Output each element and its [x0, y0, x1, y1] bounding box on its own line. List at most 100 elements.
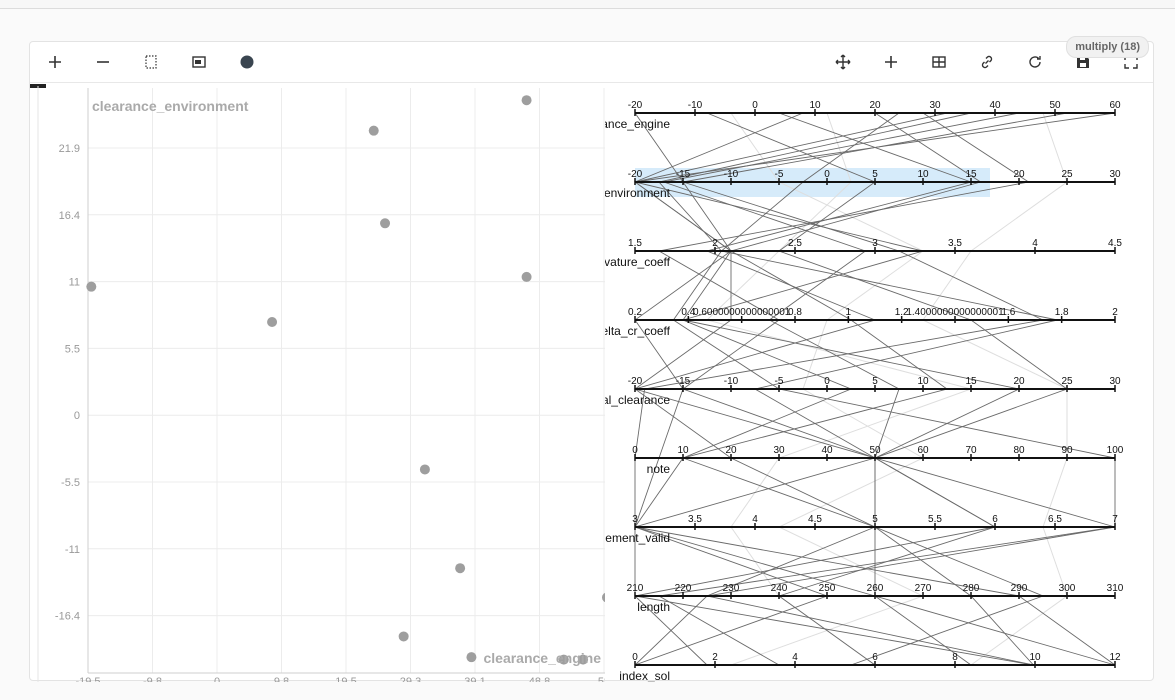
pc-tick-label: 240 [771, 583, 788, 594]
parallel-coordinates-plot[interactable]: -20-100102030405060clearance_engine-20-1… [605, 86, 1155, 682]
link-button[interactable] [975, 50, 999, 74]
plus-icon [885, 56, 897, 68]
plus-icon [49, 56, 61, 68]
pc-tick-label: 3 [872, 238, 878, 249]
move-icon [835, 54, 851, 70]
pc-tick-label: 6.5 [1048, 514, 1062, 525]
chart-title: clearance_environment [92, 98, 249, 114]
zoom-out-button[interactable] [91, 50, 115, 74]
pc-tick-label: 30 [929, 100, 941, 111]
refresh-button[interactable] [1023, 50, 1047, 74]
pc-tick-label: 15 [965, 169, 977, 180]
pc-tick-label: 1.5 [628, 238, 642, 249]
x-tick-label: 0 [214, 676, 220, 682]
scatter-point [267, 317, 278, 327]
pc-tick-label: 0.8 [788, 307, 802, 318]
pc-tick-label: 4 [1032, 238, 1038, 249]
pc-tick-label: 25 [1061, 376, 1073, 387]
pc-tick-label: 30 [1109, 169, 1121, 180]
pc-tick-label: -10 [724, 376, 739, 387]
pc-tick-label: 300 [1059, 583, 1076, 594]
pc-tick-label: 3.5 [948, 238, 962, 249]
pc-tick-label: -10 [724, 169, 739, 180]
pc-tick-label: 6 [992, 514, 998, 525]
image-button[interactable] [187, 50, 211, 74]
save-icon [1077, 56, 1089, 68]
pc-tick-label: 15 [965, 376, 977, 387]
pc-tick-label: 70 [965, 445, 977, 456]
pc-axis-label: clearance_engine [605, 117, 670, 131]
minus-icon [97, 61, 109, 63]
pc-tick-label: -5 [775, 376, 784, 387]
zoom-in-button[interactable] [43, 50, 67, 74]
y-tick-label: 11 [69, 277, 80, 289]
x-tick-label: -9.8 [143, 676, 162, 682]
pc-tick-label: 5 [872, 376, 878, 387]
scatter-point [86, 281, 97, 292]
scatter-plot[interactable]: -19.5 -9.8 0 9.8 19.5 29.3 39.1 48.8 58 21.9 16.4 1… [30, 86, 605, 682]
pc-tick-label: 5.5 [928, 514, 942, 525]
add-button[interactable] [879, 50, 903, 74]
pc-axis-label: clearance_environment [605, 186, 671, 200]
pc-tick-label: 20 [725, 445, 737, 456]
pc-tick-label: 5 [872, 169, 878, 180]
pc-tick-label: -20 [628, 376, 643, 387]
scatter-point [398, 631, 409, 642]
pc-tick-label: 220 [675, 583, 692, 594]
pc-tick-label: 4 [752, 514, 758, 525]
pc-tick-label: 1 [846, 307, 852, 318]
pc-tick-label: 0.6000000000000001 [693, 307, 791, 318]
pc-tick-label: 2.5 [788, 238, 802, 249]
x-tick-label: 39.1 [464, 676, 485, 682]
x-tick-label: 58 [598, 676, 605, 682]
link-icon [981, 55, 993, 69]
scatter-point [521, 95, 532, 106]
save-button[interactable] [1071, 50, 1095, 74]
pc-tick-label: 0.2 [628, 307, 642, 318]
parallel-coordinates-panel: -20-100102030405060clearance_engine-20-1… [605, 86, 1155, 682]
pc-tick-label: 250 [819, 583, 836, 594]
pc-tick-label: -20 [628, 169, 643, 180]
pc-tick-label: 4.5 [808, 514, 822, 525]
pc-tick-label: 290 [1011, 583, 1028, 594]
scatter-point [380, 218, 391, 229]
scatter-point [578, 654, 589, 665]
scatter-point [521, 271, 532, 282]
color-button[interactable] [235, 50, 259, 74]
pc-tick-label: 40 [989, 100, 1001, 111]
pc-tick-label: 0 [752, 100, 758, 111]
pc-tick-label: 10 [809, 100, 821, 111]
scatter-point [455, 563, 466, 574]
pc-tick-label: -15 [676, 376, 691, 387]
top-border [0, 0, 1175, 9]
pc-tick-label: -15 [676, 169, 691, 180]
y-tick-label: 21.9 [59, 143, 80, 155]
grid-icon [932, 56, 946, 68]
filled-circle-icon [240, 55, 254, 69]
pc-axis-label: curvature_coeff [605, 255, 671, 269]
pan-button[interactable] [831, 50, 855, 74]
pc-tick-label: 50 [1049, 100, 1061, 111]
pc-tick-label: 20 [1013, 376, 1025, 387]
pc-tick-label: 40 [821, 445, 833, 456]
pc-tick-label: 1.4000000000000001 [906, 307, 1004, 318]
pc-tick-label: 10 [917, 376, 929, 387]
pc-tick-label: 0 [632, 652, 638, 663]
x-tick-label: 48.8 [529, 676, 550, 682]
pc-tick-label: 280 [963, 583, 980, 594]
x-tick-label: 9.8 [274, 676, 289, 682]
pc-tick-label: 8 [952, 652, 958, 663]
pc-axis-label: index_sol [619, 669, 670, 682]
pc-tick-label: 230 [723, 583, 740, 594]
box-select-button[interactable] [139, 50, 163, 74]
scatter-point [601, 592, 605, 603]
scatter-panel: -19.5 -9.8 0 9.8 19.5 29.3 39.1 48.8 58 21.9 16.4 1… [30, 86, 605, 682]
pc-tick-label: 5 [872, 514, 878, 525]
pc-tick-label: 10 [677, 445, 689, 456]
pc-tick-label: 25 [1061, 169, 1073, 180]
pc-tick-label: 4.5 [1108, 238, 1122, 249]
pc-tick-label: 1.2 [895, 307, 909, 318]
grid-button[interactable] [927, 50, 951, 74]
y-tick-label: -16.4 [55, 611, 80, 623]
pc-axis-label: length [637, 600, 670, 614]
